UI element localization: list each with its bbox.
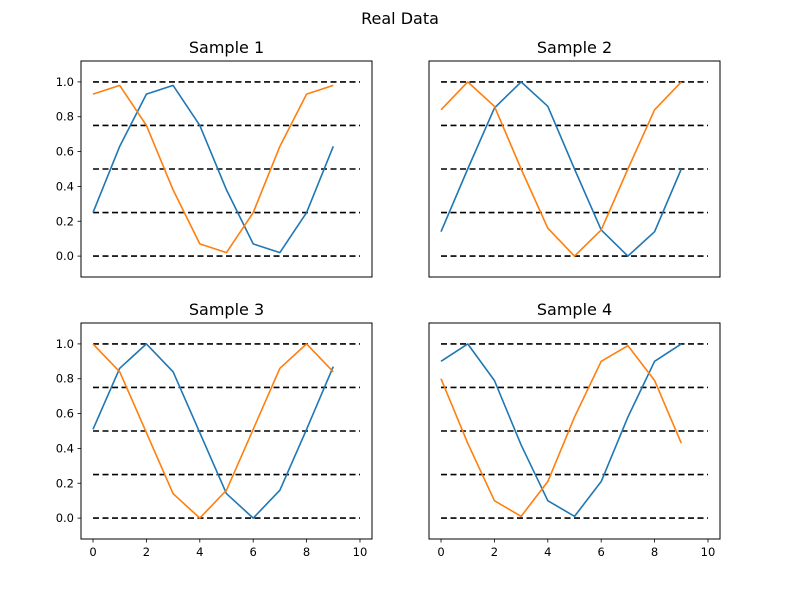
axes-frame <box>428 60 721 278</box>
figure-title: Real Data <box>361 9 439 28</box>
x-tick-label: 2 <box>143 545 150 559</box>
x-tick-label: 10 <box>353 545 368 559</box>
subplot-1: Sample 1 0.0 0.2 0.4 0.6 0.8 1.0 <box>56 38 373 278</box>
series-line-2 <box>92 343 334 519</box>
axes-frame <box>80 60 373 278</box>
subplot-3: Sample 3 0.0 0.2 0.4 0.6 0.8 1.0 0 2 4 6 8 10 <box>56 300 373 559</box>
x-tick-label: 8 <box>303 545 310 559</box>
y-tick-label: 1.0 <box>56 75 74 89</box>
series-line-1 <box>440 343 682 518</box>
x-tick-label: 8 <box>651 545 658 559</box>
subplot-title: Sample 3 <box>189 300 264 319</box>
y-tick-label: 0.0 <box>56 511 74 525</box>
series-line-1 <box>92 84 335 254</box>
y-tick-label: 0.2 <box>56 214 74 228</box>
y-tick-label: 0.6 <box>56 145 74 159</box>
y-tick-label: 0.0 <box>56 249 74 263</box>
axes-frame <box>80 322 373 540</box>
series-line-2 <box>440 81 682 257</box>
series-line-1 <box>92 343 335 519</box>
y-tick-label: 1.0 <box>56 337 74 351</box>
x-tick-label: 2 <box>491 545 498 559</box>
axes-frame <box>428 322 721 540</box>
subplot-2: Sample 2 <box>428 38 721 278</box>
y-tick-label: 0.2 <box>56 476 74 490</box>
x-tick-label: 4 <box>196 545 203 559</box>
y-tick-label: 0.8 <box>56 110 74 124</box>
subplot-4: Sample 4 0 2 4 6 8 10 <box>428 300 721 559</box>
x-tick-label: 10 <box>701 545 716 559</box>
y-tick-label: 0.6 <box>56 407 74 421</box>
y-tick-label: 0.4 <box>56 179 74 193</box>
series-line-1 <box>440 81 683 257</box>
x-tick-label: 0 <box>89 545 96 559</box>
subplot-title: Sample 1 <box>189 38 264 57</box>
subplot-title: Sample 2 <box>537 38 612 57</box>
y-tick-label: 0.4 <box>56 441 74 455</box>
x-tick-label: 6 <box>250 545 257 559</box>
x-tick-label: 0 <box>437 545 444 559</box>
x-tick-label: 6 <box>598 545 605 559</box>
x-tick-label: 4 <box>544 545 551 559</box>
series-line-2 <box>440 344 683 518</box>
series-line-2 <box>92 84 334 254</box>
y-tick-label: 0.8 <box>56 372 74 386</box>
subplot-title: Sample 4 <box>537 300 612 319</box>
